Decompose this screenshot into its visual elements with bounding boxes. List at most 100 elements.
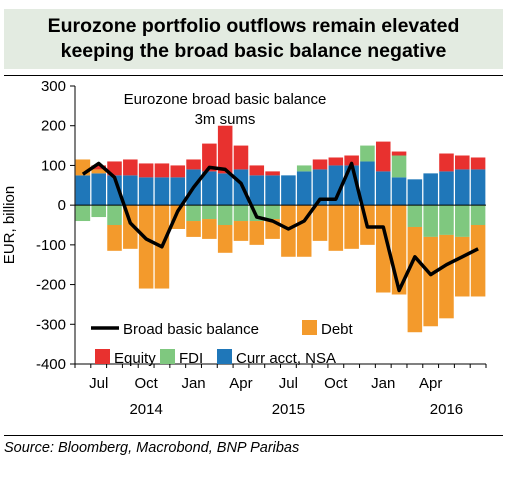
x-year-label: 2016 <box>430 401 463 418</box>
bar-segment <box>391 155 407 178</box>
bar-segment <box>344 155 359 166</box>
bar-segment <box>138 163 154 178</box>
bar-segment <box>107 225 122 251</box>
y-tick-label: 300 <box>41 78 66 95</box>
top-rule <box>4 75 503 76</box>
bar-segment <box>202 219 217 239</box>
bar-segment <box>455 169 470 206</box>
bar-segment <box>439 205 454 235</box>
bar-segment <box>375 171 391 206</box>
legend-label: Debt <box>321 321 354 338</box>
bar-segment <box>281 205 296 257</box>
bar-segment <box>296 171 312 206</box>
bar-segment <box>217 205 233 225</box>
x-month-label: Apr <box>419 375 442 392</box>
y-tick-label: -400 <box>36 356 66 373</box>
bar-segment <box>265 171 280 176</box>
bar-segment <box>455 236 470 297</box>
source-note: Source: Bloomberg, Macrobond, BNP Pariba… <box>4 440 300 456</box>
x-month-label: Jan <box>181 375 205 392</box>
legend-label: Curr acct, NSA <box>236 350 336 367</box>
bar-segment <box>138 205 154 289</box>
legend-swatch <box>95 349 110 364</box>
bar-segment <box>123 175 138 206</box>
annotation-line-2: 3m sums <box>195 111 256 128</box>
bar-segment <box>439 234 454 319</box>
y-tick-label: 100 <box>41 157 66 174</box>
bar-segment <box>107 205 122 225</box>
bar-segment <box>91 173 106 206</box>
bar-segment <box>249 175 265 206</box>
bar-segment <box>423 205 438 237</box>
legend-label: Broad basic balance <box>123 321 259 338</box>
bar-segment <box>423 236 438 327</box>
bar-segment <box>281 175 296 206</box>
x-month-label: Apr <box>229 375 252 392</box>
chart-subtitle: keeping the broad basic balance negative <box>60 40 447 62</box>
bar-segment <box>170 177 186 206</box>
bar-segment <box>154 163 170 178</box>
y-tick-label: -300 <box>36 316 66 333</box>
bar-segment <box>470 225 486 297</box>
broad-basic-balance-line <box>81 161 479 293</box>
bar-segment <box>249 165 265 176</box>
bar-segment <box>186 221 201 237</box>
bar-segment <box>154 177 170 206</box>
chart-title: Eurozone portfolio outflows remain eleva… <box>47 15 460 37</box>
bar-segment <box>344 205 359 249</box>
legend-swatch <box>160 349 175 364</box>
bar-segment <box>202 205 217 220</box>
bar-segment <box>186 205 201 222</box>
legend-label: FDI <box>179 350 203 367</box>
bar-segment <box>91 205 106 218</box>
bar-segment <box>312 205 328 241</box>
bar-segment <box>217 125 233 174</box>
x-month-label: Jan <box>371 375 395 392</box>
bar-segment <box>455 155 470 170</box>
bar-segment <box>391 151 407 156</box>
y-tick-label: -200 <box>36 277 66 294</box>
x-month-label: Jul <box>89 375 108 392</box>
bar-segment <box>375 141 391 172</box>
bar-segment <box>360 161 375 206</box>
bar-segment <box>360 145 375 162</box>
x-year-label: 2014 <box>129 401 162 418</box>
bar-segment <box>407 179 423 206</box>
bar-segment <box>91 165 106 170</box>
bar-segment <box>470 169 486 206</box>
bar-segment <box>202 143 217 172</box>
bar-segment <box>265 205 280 220</box>
bar-segment <box>217 225 233 253</box>
bar-segment <box>186 159 201 170</box>
bar-segment <box>75 175 91 206</box>
bar-segment <box>328 205 344 251</box>
bar-segment <box>217 173 233 206</box>
y-axis-label: EUR, billion <box>1 186 18 264</box>
x-month-label: Oct <box>324 375 348 392</box>
bar-segment <box>391 177 407 206</box>
y-tick-label: -100 <box>36 237 66 254</box>
bar-segment <box>328 157 344 166</box>
legend-swatch <box>302 320 317 335</box>
bar-segment <box>265 175 280 206</box>
bar-segment <box>423 173 438 206</box>
y-tick-label: 0 <box>58 197 66 214</box>
bar-segment <box>312 169 328 206</box>
bar-segment <box>470 157 486 170</box>
bar-segment <box>470 205 486 225</box>
bar-segment <box>439 153 454 172</box>
bar-segment <box>202 171 217 206</box>
bar-segment <box>123 159 138 176</box>
x-month-label: Jul <box>279 375 298 392</box>
bar-segment <box>233 221 249 241</box>
bar-segment <box>233 205 249 222</box>
bar-segment <box>170 165 186 178</box>
bar-segment <box>75 205 91 222</box>
bar-segment <box>312 159 328 170</box>
bar-segment <box>233 145 249 170</box>
annotation-line-1: Eurozone broad basic balance <box>124 91 327 108</box>
bar-segment <box>249 221 265 245</box>
bar-segment <box>439 171 454 206</box>
